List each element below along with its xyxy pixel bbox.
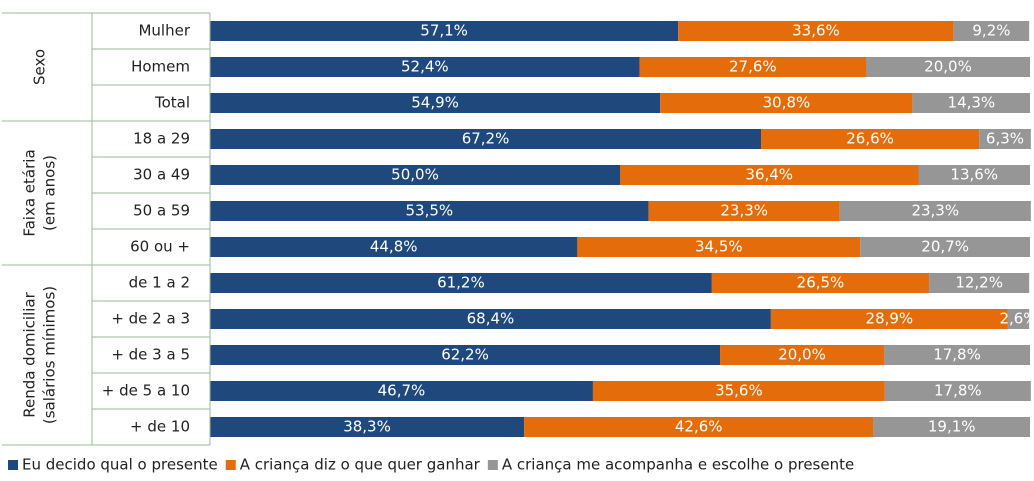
- category-label: 18 a 29: [133, 130, 190, 148]
- value-label: 68,4%: [467, 310, 515, 328]
- group-label: Renda domiciliar: [21, 291, 39, 417]
- group-label: (salários mínimos): [41, 286, 59, 424]
- bar-segment: [770, 309, 1008, 329]
- bar-segment: [839, 201, 1031, 221]
- category-label: Total: [154, 94, 190, 112]
- category-label: + de 5 a 10: [102, 382, 190, 400]
- category-label: + de 3 a 5: [111, 346, 190, 364]
- value-label: 33,6%: [792, 22, 840, 40]
- value-label: 27,6%: [729, 58, 777, 76]
- bar-segment: [577, 237, 861, 257]
- bar-segment: [648, 201, 840, 221]
- bar-segment: [918, 165, 1030, 185]
- group-label: (em anos): [41, 155, 59, 231]
- bar-segment: [678, 21, 954, 41]
- value-label: 14,3%: [948, 94, 996, 112]
- value-label: 2,6%: [999, 310, 1034, 328]
- value-label: 34,5%: [695, 238, 743, 256]
- bar-segment: [210, 309, 771, 329]
- bar-segment: [592, 381, 885, 401]
- value-label: 23,3%: [720, 202, 768, 220]
- value-label: 50,0%: [391, 166, 439, 184]
- value-label: 42,6%: [675, 418, 723, 436]
- bar-segment: [860, 237, 1030, 257]
- bar-segment: [929, 273, 1030, 293]
- category-label: 50 a 59: [133, 202, 190, 220]
- bar-segment: [873, 417, 1030, 437]
- value-label: 17,8%: [933, 346, 981, 364]
- bar-segment: [210, 165, 620, 185]
- legend-swatch: [8, 460, 18, 470]
- legend-swatch: [487, 460, 498, 470]
- value-label: 12,2%: [955, 274, 1003, 292]
- bar-segment: [953, 21, 1030, 41]
- bar-segment: [866, 57, 1030, 77]
- value-label: 9,2%: [972, 22, 1010, 40]
- bar-segment: [720, 345, 885, 365]
- bar-segment: [210, 21, 679, 41]
- value-label: 38,3%: [343, 418, 391, 436]
- category-label: 60 ou +: [130, 238, 190, 256]
- value-label: 26,6%: [846, 130, 894, 148]
- legend-label: A criança me acompanha e escolhe o prese…: [502, 456, 854, 474]
- category-label: + de 2 a 3: [111, 310, 190, 328]
- category-label: Homem: [131, 58, 190, 76]
- bar-segment: [639, 57, 866, 77]
- bar-segment: [210, 57, 640, 77]
- bar-segment: [884, 345, 1030, 365]
- bar-segment: [210, 237, 578, 257]
- category-label: 30 a 49: [133, 166, 190, 184]
- bar-segment: [210, 93, 661, 113]
- bar-segment: [210, 345, 721, 365]
- value-label: 28,9%: [866, 310, 914, 328]
- bar-segment: [524, 417, 874, 437]
- value-label: 20,0%: [778, 346, 826, 364]
- category-label: de 1 a 2: [129, 274, 190, 292]
- bar-segment: [979, 129, 1031, 149]
- value-label: 54,9%: [411, 94, 459, 112]
- value-label: 35,6%: [715, 382, 763, 400]
- value-label: 61,2%: [437, 274, 485, 292]
- bar-segment: [660, 93, 913, 113]
- value-label: 44,8%: [370, 238, 418, 256]
- value-label: 19,1%: [928, 418, 976, 436]
- value-label: 20,0%: [924, 58, 972, 76]
- value-label: 36,4%: [745, 166, 793, 184]
- value-label: 62,2%: [441, 346, 489, 364]
- bar-segment: [912, 93, 1030, 113]
- value-label: 20,7%: [921, 238, 969, 256]
- bar-segment: [884, 381, 1031, 401]
- value-label: 26,5%: [797, 274, 845, 292]
- value-label: 67,2%: [462, 130, 510, 148]
- legend-label: A criança diz o que quer ganhar: [240, 456, 481, 474]
- value-label: 30,8%: [763, 94, 811, 112]
- value-label: 13,6%: [950, 166, 998, 184]
- category-label: + de 10: [130, 418, 190, 436]
- bar-segment: [210, 129, 762, 149]
- bar-segment: [210, 201, 649, 221]
- category-label: Mulher: [138, 22, 190, 40]
- value-label: 17,8%: [934, 382, 982, 400]
- value-label: 46,7%: [378, 382, 426, 400]
- group-label: Faixa etária: [21, 149, 39, 236]
- bar-segment: [711, 273, 930, 293]
- legend-label: Eu decido qual o presente: [22, 456, 218, 474]
- value-label: 52,4%: [401, 58, 449, 76]
- bar-segment: [620, 165, 919, 185]
- value-label: 6,3%: [986, 130, 1024, 148]
- bar-segment: [210, 381, 593, 401]
- legend-swatch: [225, 460, 236, 470]
- bar-segment: [210, 417, 525, 437]
- bar-segment: [761, 129, 980, 149]
- bar-segment: [210, 273, 712, 293]
- value-label: 57,1%: [420, 22, 468, 40]
- group-label: Sexo: [31, 49, 49, 85]
- value-label: 23,3%: [911, 202, 959, 220]
- value-label: 53,5%: [406, 202, 454, 220]
- bar-segment: [1007, 309, 1030, 329]
